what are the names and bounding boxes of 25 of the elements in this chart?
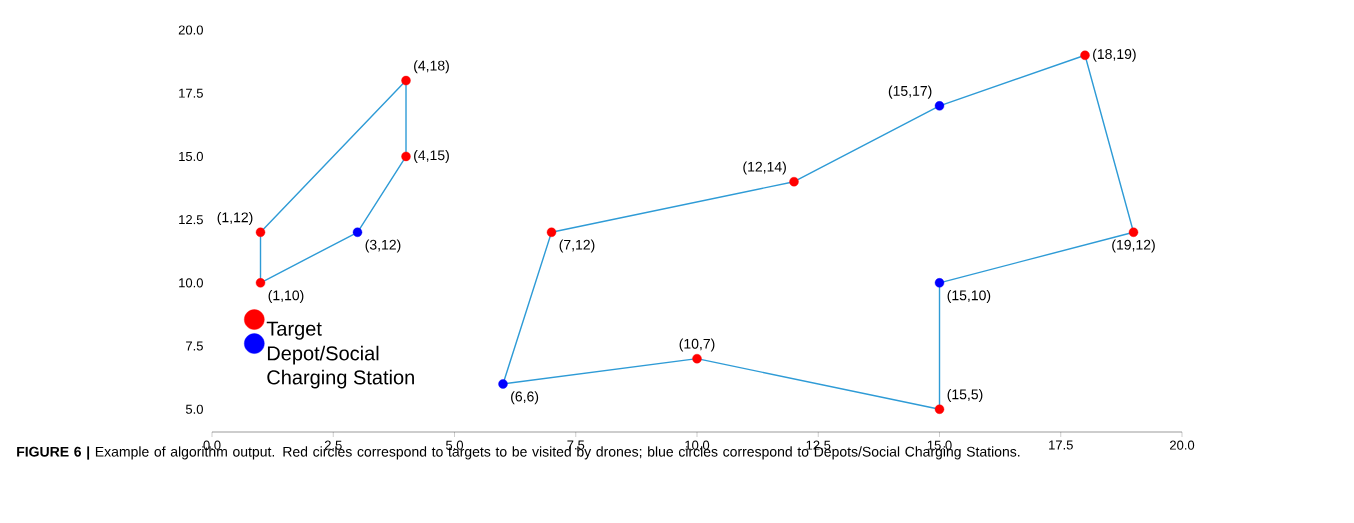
annotation: (15,5) [947, 389, 983, 403]
y-tick-label: 7.5 [186, 341, 203, 351]
annotation: (19,12) [1112, 239, 1155, 253]
y-tick-label: 12.5 [179, 215, 203, 225]
annotation: (15,17) [888, 85, 932, 99]
annotation: (1,12) [217, 212, 253, 226]
y-tick-label: 20.0 [178, 25, 203, 35]
y-tick-label: 5.0 [185, 404, 203, 414]
annotation: (3,12) [365, 239, 401, 253]
annotation: (6,6) [511, 391, 539, 405]
annotation: (18,19) [1093, 48, 1136, 62]
x-tick-label: 20.0 [1170, 440, 1195, 450]
annotation: (7,12) [559, 239, 595, 253]
annotation: (12,14) [743, 161, 786, 175]
annotation: (1,10) [268, 290, 304, 304]
annotation: (4,18) [414, 60, 449, 74]
annotation: (10,7) [679, 338, 715, 352]
y-tick-label: 17.5 [179, 88, 203, 98]
annotation: (15,10) [947, 290, 991, 304]
annotation: (4,15) [414, 149, 449, 163]
x-tick-label: 17.5 [1049, 440, 1073, 450]
legend-label: Target [266, 321, 322, 340]
y-tick-label: 10.0 [179, 278, 203, 288]
legend-label: Depot/Social Charging Station [267, 345, 414, 389]
y-tick-label: 15.0 [179, 151, 203, 162]
